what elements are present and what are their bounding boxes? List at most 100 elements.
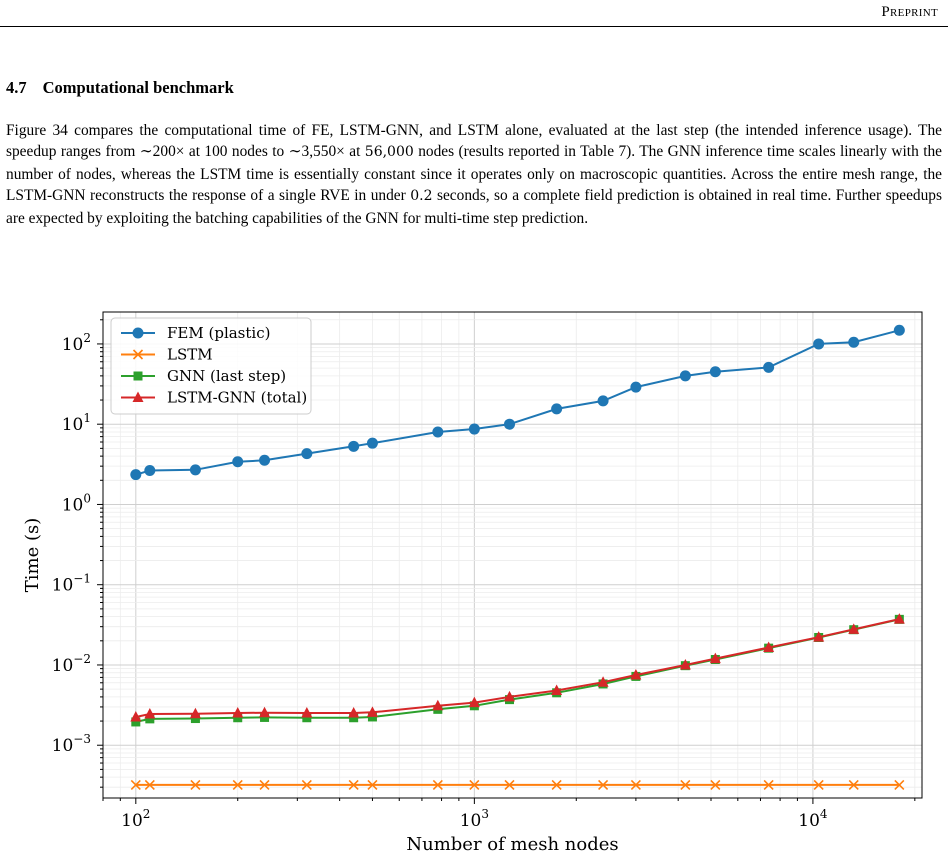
section-title: Computational benchmark: [42, 78, 234, 97]
data-point: [302, 713, 312, 723]
data-point: [367, 779, 378, 791]
legend-marker: [133, 371, 143, 381]
data-point: [709, 366, 721, 378]
legend-entry: GNN (last step): [121, 367, 286, 385]
series-3: [130, 613, 905, 722]
data-point: [468, 423, 480, 435]
data-point: [551, 403, 563, 415]
data-point: [366, 706, 378, 717]
data-point: [130, 469, 142, 481]
section-heading: 4.7 Computational benchmark: [6, 78, 234, 98]
legend-marker: [132, 349, 144, 360]
legend: FEM (plastic) LSTM GNN (last step) LSTM-GNN…: [110, 317, 312, 415]
data-point: [130, 779, 141, 791]
paragraph-text-2: nodes (results reported in Table 7). The…: [6, 143, 942, 205]
section-number: 4.7: [6, 78, 27, 97]
data-point: [630, 779, 641, 791]
axis-ticks: 102 103 104 10−3 10−2 10−1 100 101 102: [52, 319, 916, 831]
series-0: [130, 324, 905, 481]
data-point: [848, 623, 860, 634]
data-point: [504, 779, 515, 791]
paragraph-math-nodes: 56,000: [364, 144, 414, 161]
data-point: [848, 779, 859, 791]
y-tick-label: 101: [62, 411, 91, 435]
data-point: [598, 779, 609, 791]
header-rule: [0, 26, 948, 27]
data-point: [130, 710, 142, 722]
data-point: [144, 707, 156, 719]
data-point: [710, 779, 721, 791]
data-point: [367, 712, 377, 722]
data-point: [189, 707, 201, 719]
paragraph-text-1: Figure 34 compares the computational tim…: [6, 122, 942, 161]
data-point: [679, 370, 691, 382]
running-head: Preprint: [881, 4, 938, 20]
data-point: [709, 652, 721, 664]
legend-label: GNN (last step): [167, 367, 286, 385]
timing-chart: 102 103 104 10−3 10−2 10−1 100 101 102 FEM (plas…: [22, 311, 923, 855]
data-point: [232, 456, 244, 468]
data-point: [232, 707, 244, 718]
data-point: [260, 712, 270, 722]
data-point: [366, 437, 378, 449]
data-point: [144, 464, 156, 476]
data-point: [763, 779, 774, 791]
data-point: [630, 381, 642, 393]
data-point: [893, 324, 905, 336]
data-point: [894, 779, 905, 791]
data-point: [259, 779, 270, 791]
data-point: [301, 707, 313, 718]
series-2: [131, 614, 904, 727]
data-point: [131, 717, 141, 727]
data-point: [349, 713, 359, 723]
y-tick-label: 100: [62, 491, 91, 515]
legend-box: [110, 317, 312, 415]
data-point: [893, 613, 905, 624]
data-point: [432, 699, 444, 711]
series-line: [135, 618, 900, 723]
data-point: [597, 676, 609, 687]
y-tick-label: 102: [62, 331, 91, 355]
data-point: [597, 395, 609, 407]
data-point: [680, 779, 691, 791]
legend-label: LSTM-GNN (total): [167, 389, 307, 407]
data-point: [301, 779, 312, 791]
series-layer: [130, 324, 905, 791]
data-point: [145, 714, 155, 724]
legend-entry: FEM (plastic): [121, 324, 270, 342]
data-point: [763, 361, 775, 373]
data-point: [630, 668, 642, 680]
x-axis-label: Number of mesh nodes: [406, 834, 618, 855]
data-point: [468, 696, 480, 708]
data-point: [190, 714, 200, 724]
y-tick-label: 10−1: [52, 572, 91, 596]
data-point: [432, 426, 444, 438]
data-point: [469, 779, 480, 791]
y-tick-label: 10−2: [52, 652, 91, 676]
legend-marker: [132, 327, 144, 339]
data-point: [813, 631, 825, 642]
data-point: [301, 448, 313, 460]
body-paragraph: Figure 34 compares the computational tim…: [6, 120, 942, 229]
series-1: [130, 779, 905, 791]
data-point: [259, 454, 271, 466]
data-point: [551, 779, 562, 791]
data-point: [233, 713, 243, 723]
paragraph-text-3: seconds, so a complete field prediction …: [6, 187, 942, 227]
legend-marker: [132, 391, 144, 402]
data-point: [848, 336, 860, 348]
data-point: [813, 779, 824, 791]
data-point: [348, 779, 359, 791]
data-point: [504, 418, 516, 430]
y-axis-label: Time (s): [22, 518, 43, 593]
x-tick-label: 104: [798, 807, 828, 831]
legend-label: FEM (plastic): [167, 324, 270, 342]
data-point: [348, 440, 360, 452]
data-point: [551, 684, 563, 696]
data-point: [190, 779, 201, 791]
x-tick-label: 103: [460, 807, 489, 831]
data-point: [432, 779, 443, 791]
data-point: [348, 707, 360, 718]
data-point: [813, 338, 825, 350]
x-tick-label: 102: [121, 807, 150, 831]
